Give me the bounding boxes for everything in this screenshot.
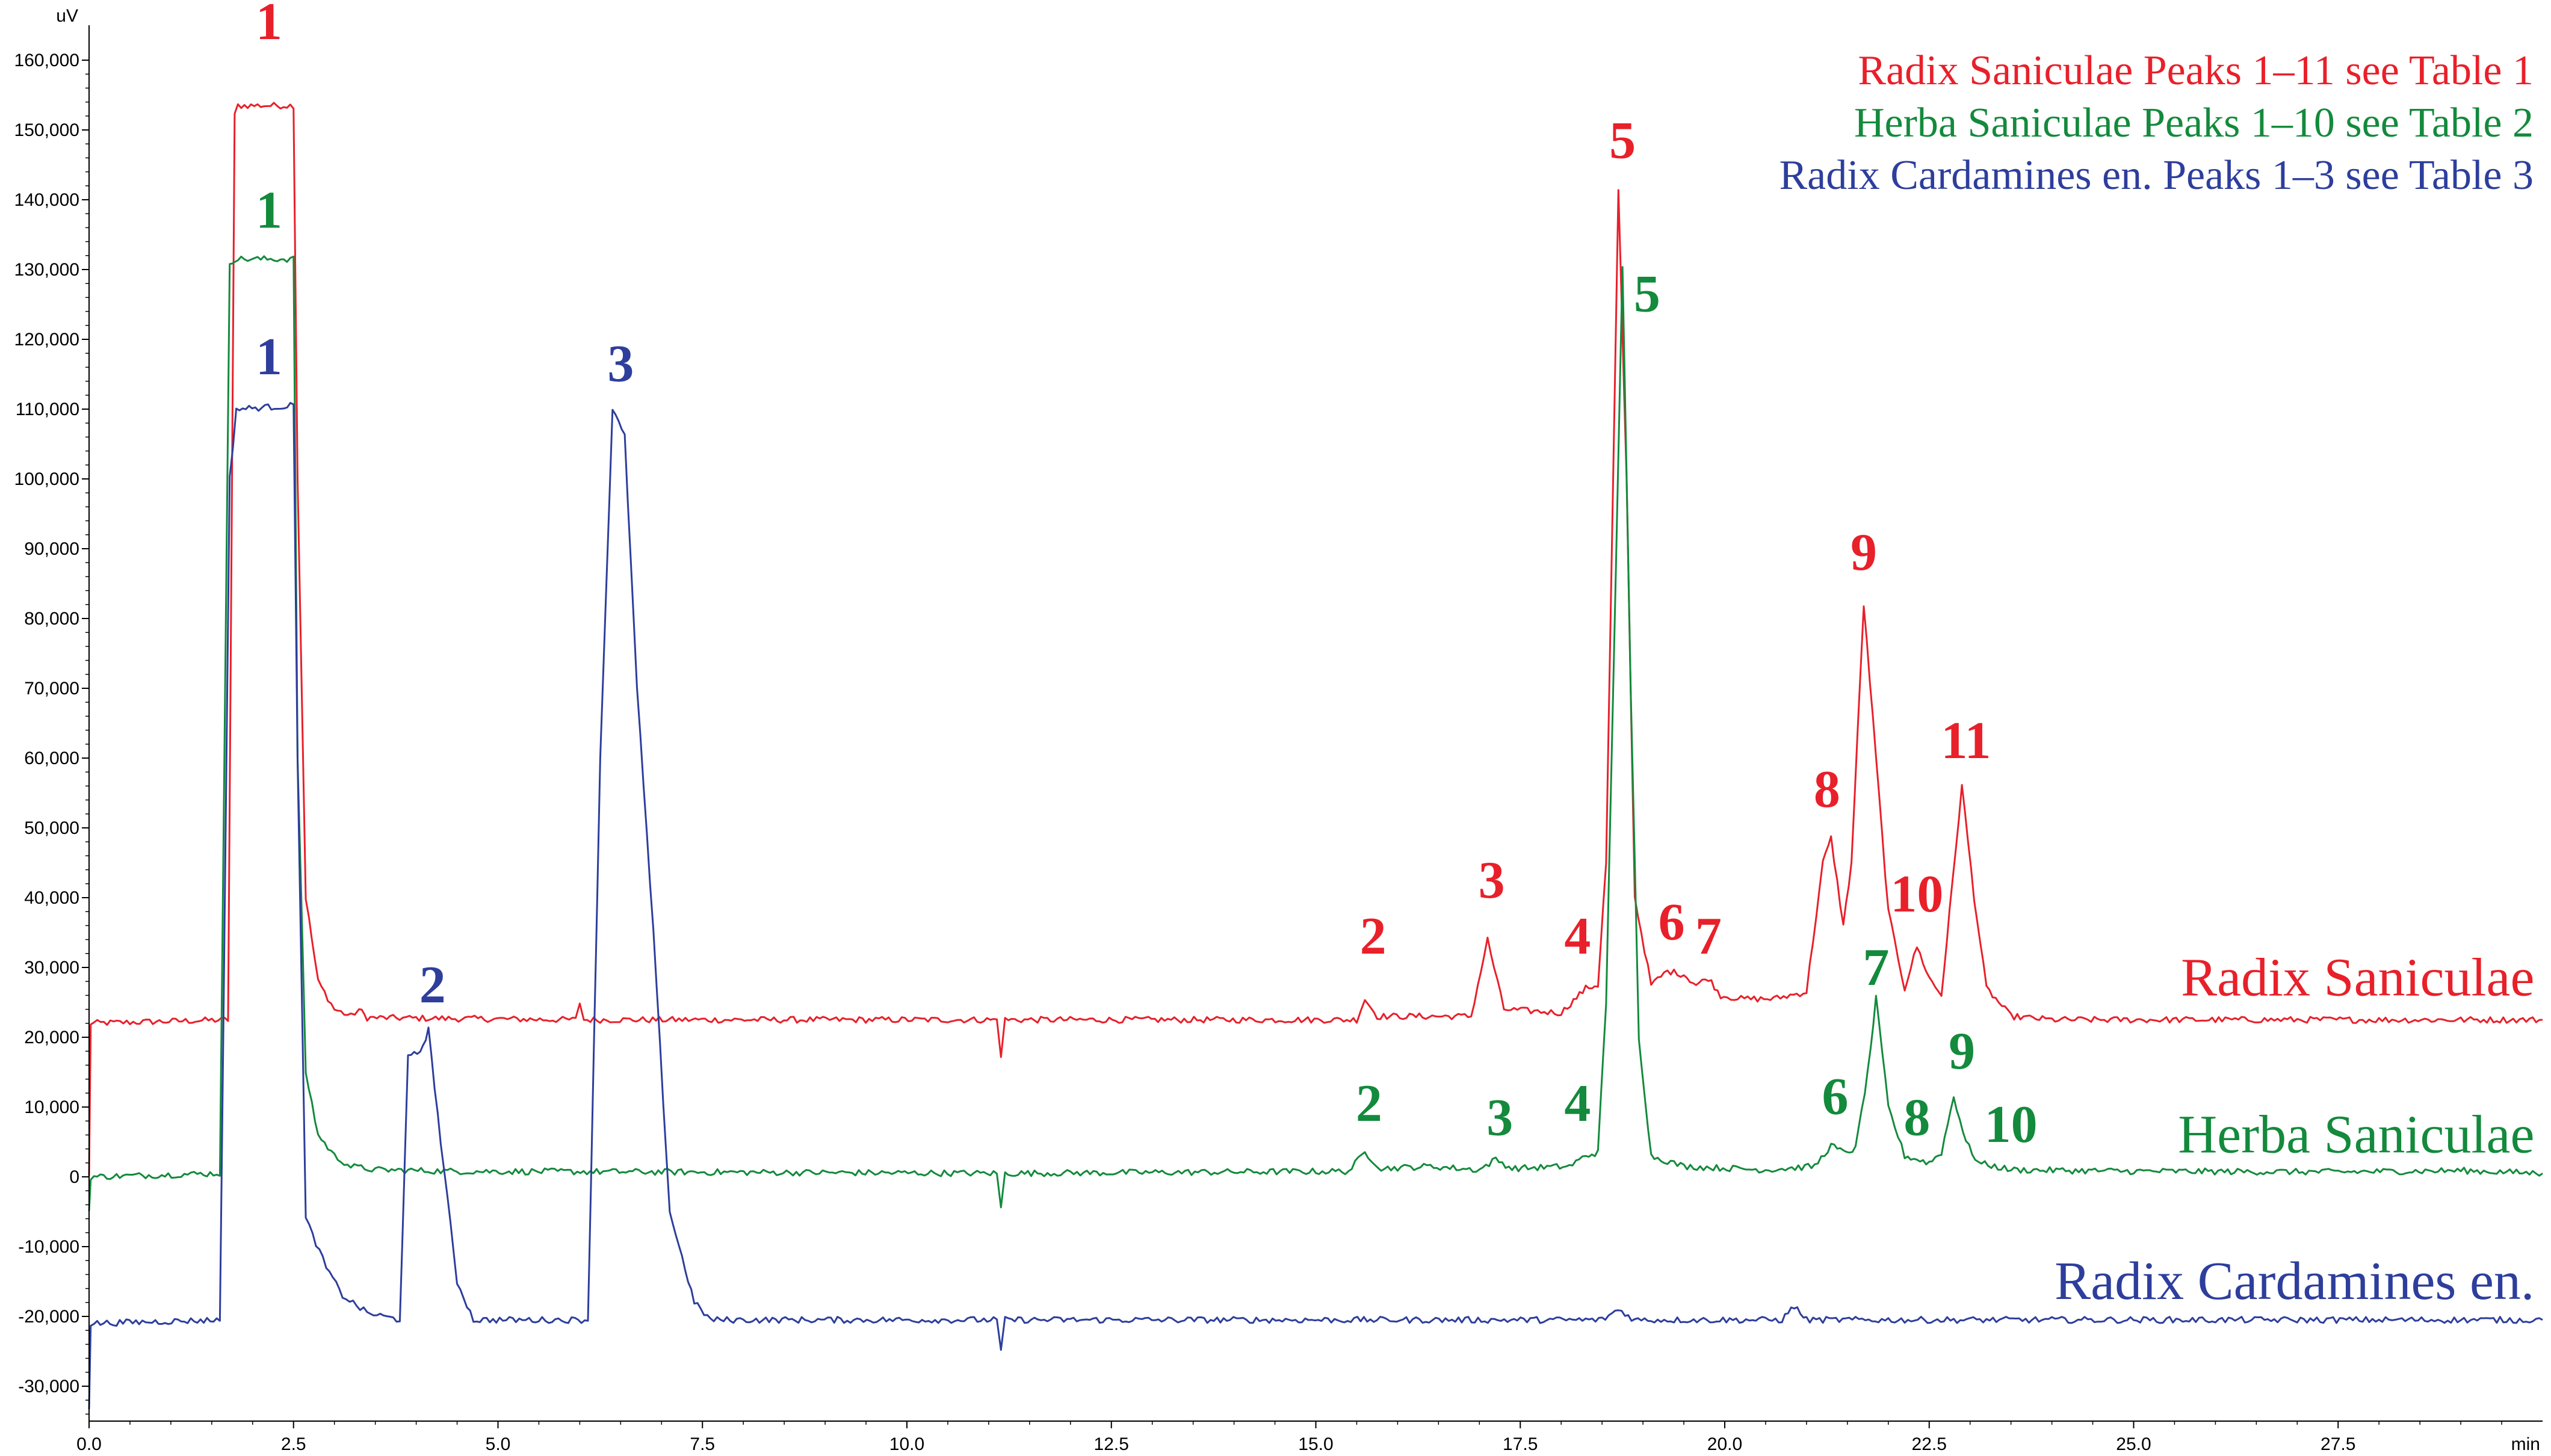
peak-label: 10 [1890,865,1943,924]
x-tick-label: 15.0 [1298,1434,1333,1454]
peak-label: 1 [256,0,282,51]
peak-label: 10 [1985,1096,2038,1154]
peak-label: 6 [1659,893,1685,952]
y-tick-label: 80,000 [24,609,79,629]
peak-label: 11 [1941,712,1991,770]
peak-label: 5 [1634,265,1660,324]
series-line-0 [88,102,2543,1176]
y-tick-label: 160,000 [14,51,79,70]
x-tick-label: 17.5 [1503,1434,1538,1454]
trace-label: Radix Cardamines en. [2055,1251,2534,1311]
y-tick-label: 130,000 [14,260,79,280]
axis-ticks: 160,000150,000140,000130,000120,000110,0… [14,51,2502,1454]
x-tick-label: 22.5 [1912,1434,1947,1454]
y-tick-label: -30,000 [18,1377,79,1396]
peak-label: 2 [1356,1075,1382,1133]
trace-label: Radix Saniculae [2181,948,2534,1007]
peak-label: 3 [607,335,634,393]
x-tick-label: 0.0 [76,1434,102,1454]
y-tick-label: 40,000 [24,888,79,908]
y-tick-label: -10,000 [18,1237,79,1257]
y-tick-label: -20,000 [18,1307,79,1327]
y-tick-label: 70,000 [24,679,79,699]
peak-label: 7 [1863,939,1889,997]
legend-entry-radix-cardamines: Radix Cardamines en. Peaks 1–3 see Table… [1779,152,2534,199]
y-tick-label: 10,000 [24,1097,79,1117]
y-tick-label: 50,000 [24,818,79,838]
peak-label: 1 [256,328,282,386]
peak-label: 4 [1564,907,1591,966]
peak-label: 4 [1564,1075,1591,1133]
peak-label: 5 [1609,111,1636,170]
peak-label: 3 [1479,851,1505,910]
x-tick-label: 10.0 [889,1434,924,1454]
y-axis-unit: uV [56,6,78,26]
peak-label: 8 [1903,1088,1930,1147]
peak-label: 9 [1851,523,1877,582]
peak-label: 2 [1360,907,1387,966]
x-tick-label: 2.5 [281,1434,306,1454]
x-tick-label: 25.0 [2116,1434,2151,1454]
trace-labels: Radix Saniculae Herba Saniculae Radix Card… [2055,948,2534,1311]
y-tick-label: 60,000 [24,748,79,768]
x-axis-unit: min [2511,1434,2540,1454]
y-tick-label: 0 [69,1167,79,1187]
peak-label: 3 [1486,1088,1513,1147]
x-tick-label: 27.5 [2321,1434,2355,1454]
x-tick-label: 5.0 [486,1434,511,1454]
y-tick-label: 20,000 [24,1028,79,1047]
peak-label: 9 [1949,1022,1975,1081]
y-tick-label: 90,000 [24,539,79,559]
legend: Radix Saniculae Peaks 1–11 see Table 1 H… [1779,48,2534,199]
peak-label: 6 [1822,1068,1848,1126]
series-line-2 [88,402,2543,1410]
x-tick-label: 20.0 [1707,1434,1742,1454]
series-line-1 [88,255,2543,1212]
x-tick-label: 7.5 [690,1434,715,1454]
y-tick-label: 100,000 [14,469,79,489]
axes [88,25,2543,1422]
legend-entry-herba-saniculae: Herba Saniculae Peaks 1–10 see Table 2 [1854,100,2534,146]
y-tick-label: 150,000 [14,120,79,140]
y-tick-label: 120,000 [14,330,79,350]
trace-label: Herba Saniculae [2178,1105,2534,1164]
y-tick-label: 110,000 [16,399,79,419]
peak-label: 8 [1814,760,1840,819]
peak-label: 1 [256,181,282,239]
legend-entry-radix-saniculae: Radix Saniculae Peaks 1–11 see Table 1 [1858,48,2534,94]
peak-label: 2 [419,956,446,1014]
peak-label: 7 [1695,907,1722,966]
x-tick-label: 12.5 [1094,1434,1129,1454]
y-tick-label: 30,000 [24,958,79,978]
y-tick-label: 140,000 [14,190,79,210]
series-layer [88,102,2543,1410]
